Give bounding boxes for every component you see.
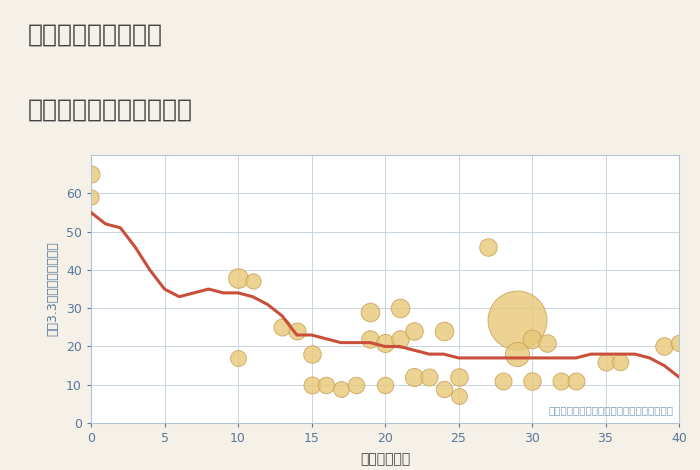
Point — [570, 377, 582, 384]
Text: 築年数別中古戸建て価格: 築年数別中古戸建て価格 — [28, 98, 193, 122]
Point — [247, 278, 258, 285]
Point — [394, 305, 405, 312]
Point — [409, 373, 420, 381]
Point — [600, 358, 611, 366]
Point — [541, 339, 552, 346]
Point — [365, 308, 376, 316]
Point — [438, 385, 449, 392]
Point — [482, 243, 493, 251]
Point — [512, 350, 523, 358]
Point — [276, 323, 288, 331]
Point — [365, 335, 376, 343]
Point — [453, 373, 464, 381]
X-axis label: 築年数（年）: 築年数（年） — [360, 452, 410, 466]
Point — [424, 373, 435, 381]
Point — [232, 354, 244, 362]
Point — [306, 381, 317, 389]
Point — [556, 377, 567, 384]
Point — [335, 385, 346, 392]
Point — [453, 392, 464, 400]
Point — [306, 350, 317, 358]
Point — [615, 358, 626, 366]
Text: 三重県名張市長瀬の: 三重県名張市長瀬の — [28, 23, 163, 47]
Point — [394, 335, 405, 343]
Point — [409, 328, 420, 335]
Point — [85, 171, 97, 178]
Point — [379, 381, 391, 389]
Y-axis label: 坪（3.3㎡）単価（万円）: 坪（3.3㎡）単価（万円） — [46, 242, 59, 337]
Point — [321, 381, 332, 389]
Point — [526, 335, 538, 343]
Point — [232, 274, 244, 282]
Point — [673, 339, 685, 346]
Point — [497, 377, 508, 384]
Point — [526, 377, 538, 384]
Point — [659, 343, 670, 350]
Point — [438, 328, 449, 335]
Point — [379, 339, 391, 346]
Point — [350, 381, 361, 389]
Point — [512, 316, 523, 323]
Point — [291, 328, 302, 335]
Text: 円の大きさは、取引のあった物件面積を示す: 円の大きさは、取引のあった物件面積を示す — [548, 405, 673, 415]
Point — [85, 194, 97, 201]
